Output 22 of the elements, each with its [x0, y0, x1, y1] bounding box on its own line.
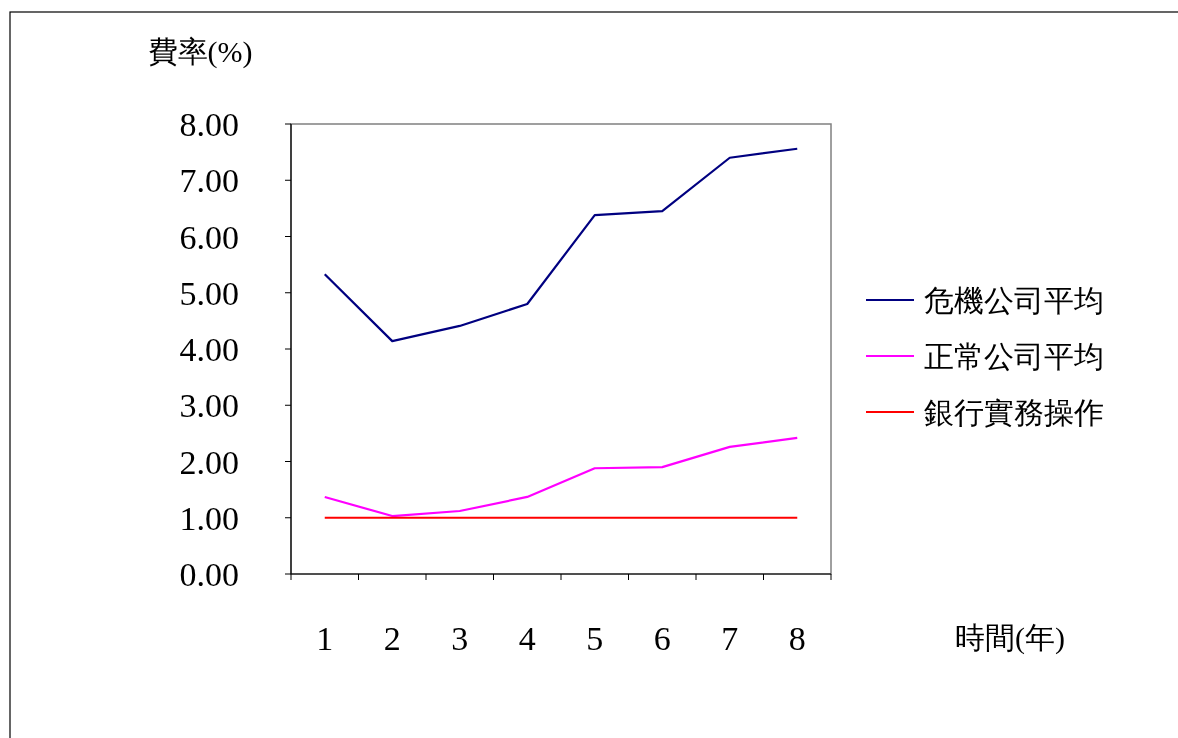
ytick: 4.00 [179, 331, 239, 368]
x-tick-label: 4 [518, 620, 536, 657]
ytick: 7.00 [179, 162, 239, 200]
ytick: 1.00 [179, 499, 239, 537]
ytick: 0.00 [179, 556, 239, 593]
ytick: 2.00 [179, 443, 239, 481]
ytick: 8.00 [179, 106, 239, 143]
x-axis-title: 時間(年) [955, 621, 1065, 655]
ytick: 5.00 [179, 274, 239, 312]
legend-label: 銀行實務操作 [924, 396, 1104, 429]
x-tick-label: 8 [788, 620, 806, 657]
legend-label: 危機公司平均 [924, 284, 1104, 317]
x-tick-label: 5 [586, 620, 604, 657]
ytick: 3.00 [179, 387, 239, 425]
x-tick-label: 6 [653, 620, 671, 657]
legend-label: 正常公司平均 [924, 340, 1104, 373]
x-tick-label: 1 [316, 620, 334, 657]
x-tick-label: 7 [721, 620, 739, 657]
ytick: 6.00 [179, 218, 239, 256]
y-axis-title: 費率(%) [147, 35, 253, 69]
x-tick-label: 3 [451, 620, 469, 657]
x-tick-label: 2 [383, 620, 401, 657]
